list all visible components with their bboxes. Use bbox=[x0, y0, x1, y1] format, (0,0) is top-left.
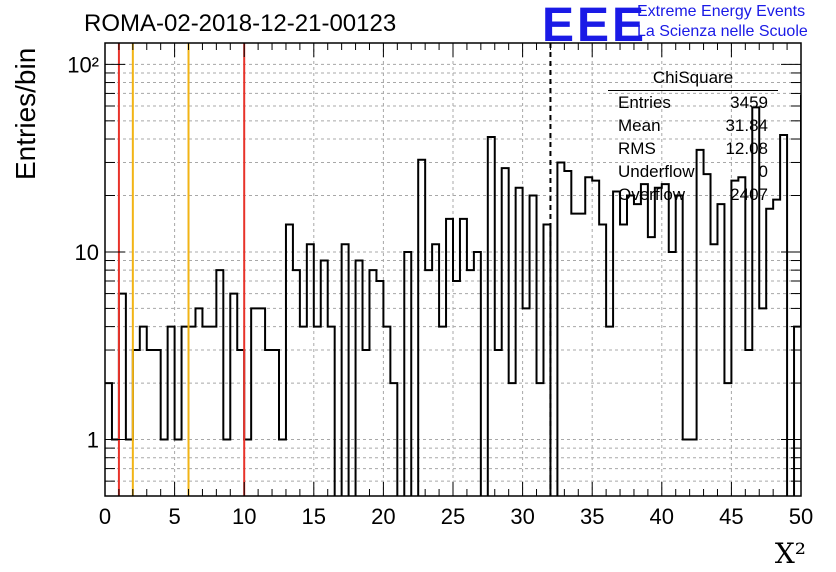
y-axis-label: Entries/bin bbox=[10, 47, 41, 180]
stats-rule bbox=[608, 90, 778, 91]
chart-title: ROMA-02-2018-12-21-00123 bbox=[84, 10, 397, 37]
x-tick-label: 15 bbox=[302, 504, 326, 529]
x-tick-label: 10 bbox=[232, 504, 256, 529]
stat-label: RMS bbox=[618, 139, 656, 158]
stat-label: Underflow bbox=[618, 162, 695, 181]
y-tick-label: 10² bbox=[67, 52, 99, 77]
stat-label: Entries bbox=[618, 93, 671, 112]
y-tick-label: 10 bbox=[75, 240, 99, 265]
x-tick-label: 35 bbox=[580, 504, 604, 529]
stat-value: 12.08 bbox=[725, 139, 768, 158]
histogram-line bbox=[105, 94, 801, 496]
stat-value: 2407 bbox=[730, 185, 768, 204]
stat-row-underflow: Underflow 0 bbox=[618, 162, 778, 185]
x-tick-label: 5 bbox=[168, 504, 180, 529]
x-tick-label: 45 bbox=[719, 504, 743, 529]
x-axis-label: X² bbox=[774, 537, 806, 570]
x-tick-label: 30 bbox=[510, 504, 534, 529]
stat-value: 31.84 bbox=[725, 116, 768, 135]
y-tick-label: 1 bbox=[87, 428, 99, 453]
stat-value: 0 bbox=[758, 162, 768, 181]
stat-row-mean: Mean 31.84 bbox=[618, 116, 778, 139]
stat-row-rms: RMS 12.08 bbox=[618, 139, 778, 162]
x-tick-label: 50 bbox=[789, 504, 813, 529]
x-tick-label: 40 bbox=[650, 504, 674, 529]
stat-label: Overflow bbox=[618, 185, 686, 204]
x-tick-label: 0 bbox=[99, 504, 111, 529]
x-tick-label: 20 bbox=[371, 504, 395, 529]
stat-row-entries: Entries 3459 bbox=[618, 93, 778, 116]
stats-title: ChiSquare bbox=[652, 68, 734, 87]
stats-box: ChiSquare Entries 3459 Mean 31.84 RMS 12… bbox=[608, 68, 778, 208]
stat-row-overflow: Overflow 2407 bbox=[618, 185, 778, 208]
y-axis-label-wrap: Entries/bin bbox=[8, 0, 48, 240]
eee-logo-mark: EEE bbox=[542, 0, 648, 52]
x-tick-label: 25 bbox=[441, 504, 465, 529]
eee-logo-line2: La Scienza nelle Scuole bbox=[637, 23, 808, 40]
stat-label: Mean bbox=[618, 116, 661, 135]
eee-logo-line1: Extreme Energy Events bbox=[637, 3, 806, 20]
stat-value: 3459 bbox=[730, 93, 768, 112]
